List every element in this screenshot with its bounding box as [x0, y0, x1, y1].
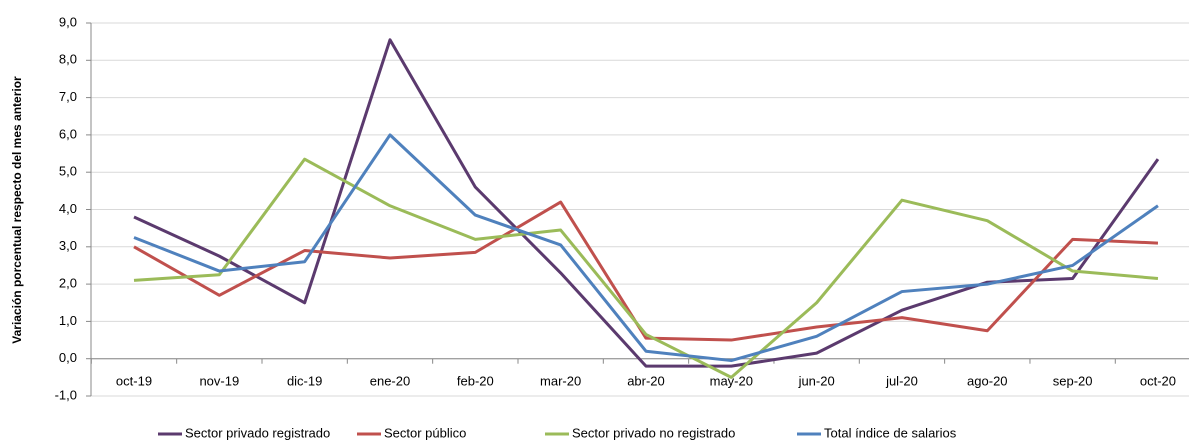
- y-tick-label: 1,0: [59, 313, 77, 328]
- legend-label: Total índice de salarios: [824, 425, 957, 440]
- x-tick-label: jun-20: [798, 373, 835, 388]
- y-tick-label: 4,0: [59, 201, 77, 216]
- x-tick-label: dic-19: [287, 373, 322, 388]
- x-tick-label: feb-20: [457, 373, 494, 388]
- x-tick-label: sep-20: [1053, 373, 1093, 388]
- x-tick-label: may-20: [710, 373, 753, 388]
- x-tick-label: jul-20: [885, 373, 918, 388]
- y-axis-label: Variación porcentual respecto del mes an…: [10, 76, 24, 344]
- y-tick-label: 9,0: [59, 14, 77, 29]
- y-tick-label: 5,0: [59, 164, 77, 179]
- y-tick-label: 6,0: [59, 126, 77, 141]
- y-tick-label: -1,0: [55, 387, 77, 402]
- x-tick-label: abr-20: [627, 373, 665, 388]
- x-tick-label: mar-20: [540, 373, 581, 388]
- y-tick-label: 2,0: [59, 276, 77, 291]
- series-line: [133, 157, 1159, 379]
- series-line: [133, 200, 1159, 342]
- x-tick-label: oct-20: [1140, 373, 1176, 388]
- legend-label: Sector público: [384, 425, 466, 440]
- x-tick-label: ago-20: [967, 373, 1007, 388]
- x-tick-label: ene-20: [370, 373, 410, 388]
- x-tick-label: nov-19: [199, 373, 239, 388]
- y-tick-label: 0,0: [59, 350, 77, 365]
- x-tick-label: oct-19: [116, 373, 152, 388]
- y-tick-label: 7,0: [59, 89, 77, 104]
- y-tick-label: 3,0: [59, 238, 77, 253]
- y-tick-label: 8,0: [59, 52, 77, 67]
- series-line: [133, 133, 1159, 363]
- series-line: [133, 38, 1160, 368]
- legend-label: Sector privado no registrado: [572, 425, 735, 440]
- legend-label: Sector privado registrado: [185, 425, 330, 440]
